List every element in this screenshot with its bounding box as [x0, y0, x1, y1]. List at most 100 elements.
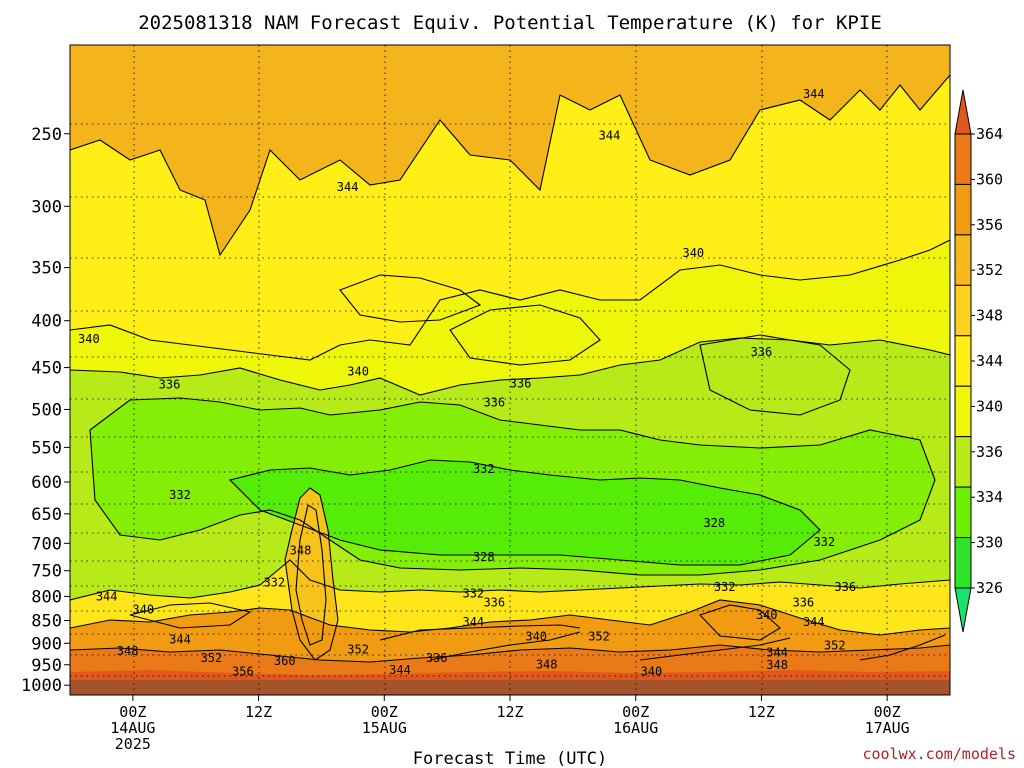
contour-label-text: 344: [389, 663, 411, 677]
x-tick-label: 00Z: [119, 703, 146, 721]
colorbar-label: 344: [976, 352, 1003, 370]
contour-line-right-closed: [699, 334, 851, 416]
contour-line-low-cluster-3: [639, 637, 791, 661]
contour-label: 344: [599, 129, 621, 143]
contour-label-text: 356: [232, 664, 254, 678]
contour-label: 344: [389, 663, 411, 677]
colorbar-segment: [954, 486, 972, 539]
contour-label: 340: [641, 664, 663, 678]
colorbar-label: 348: [976, 307, 1003, 325]
contour-line-low-344: [70, 559, 950, 601]
contour-label-text: 336: [483, 595, 505, 609]
contour-label-text: 332: [813, 535, 835, 549]
contour-label-text: 344: [462, 615, 484, 629]
colorbar-label: 334: [976, 488, 1003, 506]
contour-label-text: 344: [599, 129, 621, 143]
contour-label: 340: [525, 629, 547, 643]
contour-label-text: 332: [714, 580, 736, 594]
contour-label: 352: [347, 642, 369, 656]
contour-label: 340: [682, 246, 704, 260]
contour-label: 336: [792, 595, 814, 609]
x-tick-label: 00Z: [622, 703, 649, 721]
y-tick-label: 250: [31, 125, 62, 145]
contour-label: 328: [703, 516, 725, 530]
y-tick-label: 550: [31, 438, 62, 458]
contour-label: 340: [78, 332, 100, 346]
colorbar-segment: [954, 133, 972, 185]
colorbar-label: 352: [976, 261, 1003, 279]
contour-label: 344: [169, 632, 191, 646]
colorbar-bottom-arrow: [954, 587, 972, 633]
contour-label: 336: [834, 580, 856, 594]
colorbar-label: 330: [976, 534, 1003, 552]
contour-line-plume: [284, 487, 339, 661]
y-tick-label: 800: [31, 587, 62, 607]
contour-label-text: 340: [78, 332, 100, 346]
contour-label: 348: [536, 657, 558, 671]
contour-label: 348: [766, 658, 788, 672]
y-tick-label: 650: [31, 505, 62, 525]
grid: [70, 45, 950, 695]
colorbar-segment: [954, 537, 972, 589]
contour-label: 336: [483, 395, 505, 409]
contour-label-text: 336: [510, 377, 532, 391]
y-tick-label: 1000: [21, 676, 62, 696]
contour-label-text: 348: [766, 658, 788, 672]
colorbar-label: 360: [976, 170, 1003, 188]
contour-line-348: [70, 599, 950, 636]
y-tick-label: 350: [31, 259, 62, 279]
y-tick-label: 700: [31, 534, 62, 554]
contour-label: 340: [132, 602, 154, 616]
colorbar-segment: [954, 335, 972, 387]
contour-label: 336: [483, 595, 505, 609]
x-axis-title: Forecast Time (UTC): [413, 749, 607, 768]
contour-label-text: 332: [169, 488, 191, 502]
contour-label-text: 340: [132, 602, 154, 616]
colorbar: 364 360 356 352 348 344 340 336 334 330 326: [954, 89, 1003, 633]
contour-label: 360: [274, 654, 296, 668]
x-tick-label: 16AUG: [613, 719, 658, 737]
contour-line-mid-closed: [449, 304, 601, 366]
y-tick-label: 600: [31, 473, 62, 493]
contour-label-text: 344: [96, 589, 118, 603]
contour-label: 328: [473, 550, 495, 564]
contour-label: 332: [813, 535, 835, 549]
contour-line-upper-closed: [339, 274, 482, 323]
contour-label-text: 344: [803, 615, 825, 629]
x-tick-label: 15AUG: [362, 719, 407, 737]
contour-lines: [70, 74, 950, 663]
contour-label-text: 332: [473, 462, 495, 476]
contour-label-text: 348: [536, 657, 558, 671]
contour-label: 352: [201, 651, 223, 665]
contour-label: 344: [803, 87, 825, 101]
colorbar-label: 336: [976, 443, 1003, 461]
contour-line-344: [70, 74, 950, 257]
contour-label-text: 336: [792, 595, 814, 609]
contour-label-text: 336: [159, 377, 181, 391]
x-tick-label: 12Z: [245, 703, 272, 721]
x-tick-label: 14AUG: [110, 719, 155, 737]
contour-label: 336: [426, 651, 448, 665]
contour-label-text: 336: [834, 580, 856, 594]
contour-label: 332: [473, 462, 495, 476]
ground-band: [70, 680, 950, 695]
contour-line-340: [70, 239, 950, 361]
contour-label: 344: [803, 615, 825, 629]
contour-label: 332: [462, 586, 484, 600]
contour-label: 340: [756, 608, 778, 622]
contour-label-text: 340: [641, 664, 663, 678]
contour-label-text: 336: [426, 651, 448, 665]
contour-label-text: 360: [274, 654, 296, 668]
contour-label: 344: [766, 645, 788, 659]
x-tick-label: 12Z: [496, 703, 523, 721]
y-tick-label: 500: [31, 400, 62, 420]
y-tick-label: 450: [31, 359, 62, 379]
contour-label-text: 340: [682, 246, 704, 260]
y-tick-label: 400: [31, 312, 62, 332]
contour-label: 344: [337, 180, 359, 194]
contour-label-text: 344: [169, 632, 191, 646]
contour-line-328: [228, 459, 821, 566]
y-tick-label: 750: [31, 562, 62, 582]
